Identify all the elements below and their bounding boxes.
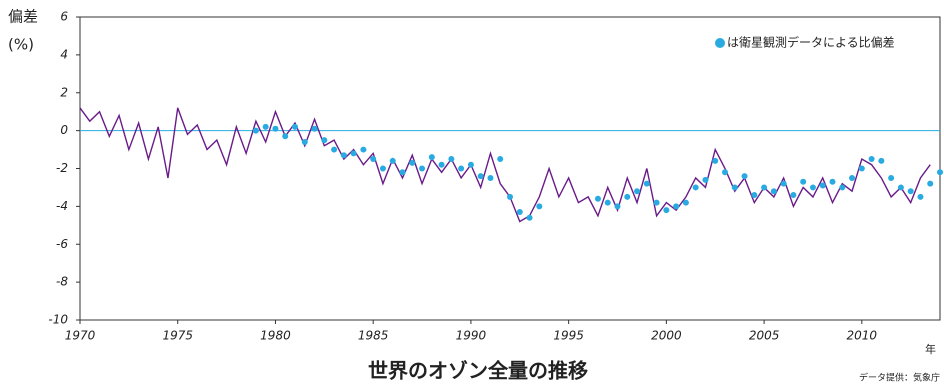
data-point — [272, 125, 279, 132]
data-point — [536, 203, 543, 210]
data-point — [878, 157, 885, 164]
data-point — [604, 199, 611, 206]
data-point — [761, 184, 768, 191]
data-point — [731, 184, 738, 191]
data-point — [301, 138, 308, 145]
data-line — [79, 107, 931, 223]
x-tick-label: 2010 — [847, 329, 878, 343]
legend-marker — [715, 38, 725, 48]
data-point — [868, 156, 875, 163]
y-tick-label: 0 — [60, 123, 68, 137]
y-tick-label: 6 — [60, 10, 68, 24]
data-point — [682, 199, 689, 206]
source-note: データ提供：気象庁 — [859, 372, 940, 384]
data-point — [399, 169, 406, 176]
data-point — [927, 180, 934, 187]
data-point — [624, 193, 631, 200]
data-point — [262, 123, 269, 130]
data-point — [507, 193, 513, 200]
x-tick-label: 1970 — [65, 329, 96, 343]
y-tick-label: -10 — [48, 313, 68, 327]
data-point — [419, 165, 426, 172]
data-point — [780, 180, 787, 187]
data-point — [438, 161, 445, 168]
data-point — [360, 146, 367, 153]
plot-frame — [79, 16, 941, 321]
y-tick-label: 2 — [60, 85, 68, 99]
data-point — [888, 174, 895, 181]
data-point — [809, 184, 816, 191]
x-axis-unit: 年 — [925, 342, 936, 356]
data-point — [722, 169, 728, 176]
x-tick-label: 1990 — [456, 329, 487, 343]
data-point — [487, 174, 494, 181]
data-point — [702, 176, 709, 183]
data-point — [292, 123, 298, 130]
data-point — [252, 127, 259, 134]
data-point — [858, 165, 865, 172]
y-axis-label: (%) — [8, 36, 34, 54]
data-point — [614, 203, 621, 210]
data-point — [673, 203, 680, 210]
data-point — [340, 152, 347, 159]
x-tick-label: 1980 — [260, 329, 291, 343]
y-tick-label: -6 — [56, 237, 68, 251]
data-point — [907, 188, 914, 195]
x-tick-label: 2005 — [749, 329, 780, 343]
data-point — [663, 207, 670, 214]
data-point — [448, 156, 455, 163]
data-point — [409, 159, 416, 166]
data-point — [839, 184, 846, 191]
data-point — [634, 188, 641, 195]
data-point — [829, 178, 836, 185]
data-point — [917, 193, 924, 200]
data-point — [428, 154, 435, 161]
data-point — [379, 165, 386, 172]
y-tick-label: -2 — [56, 161, 68, 175]
data-point — [692, 184, 699, 191]
data-point — [331, 146, 338, 153]
data-point — [350, 150, 357, 157]
data-point — [937, 169, 943, 176]
data-point — [849, 174, 856, 181]
y-tick-label: -8 — [56, 275, 68, 289]
data-point — [389, 157, 396, 164]
data-point — [770, 188, 777, 195]
data-point — [497, 156, 504, 163]
data-point — [790, 192, 797, 199]
data-point — [516, 209, 523, 216]
data-point — [643, 180, 650, 187]
data-point — [282, 133, 289, 140]
chart-title: 世界のオゾン全量の推移 — [368, 359, 588, 383]
data-point — [526, 214, 533, 221]
data-point — [741, 173, 748, 180]
y-tick-label: -4 — [56, 199, 68, 213]
x-tick-label: 2000 — [651, 329, 682, 343]
data-point — [819, 182, 826, 189]
data-point — [467, 161, 474, 168]
data-point — [712, 157, 719, 164]
data-point — [751, 192, 758, 199]
data-point — [477, 173, 484, 180]
data-point — [594, 195, 601, 202]
data-point — [311, 125, 318, 132]
x-tick-label: 1985 — [358, 329, 389, 343]
x-tick-label: 1995 — [553, 329, 584, 343]
legend-label: は衛星観測データによる比偏差 — [727, 35, 895, 50]
y-tick-label: 4 — [60, 47, 68, 61]
x-tick-label: 1975 — [162, 329, 193, 343]
data-point — [653, 199, 660, 206]
data-point — [370, 156, 377, 163]
y-axis-label: 偏差 — [8, 8, 38, 26]
data-point — [458, 165, 465, 172]
data-point — [897, 184, 904, 191]
data-point — [800, 178, 807, 185]
data-point — [321, 137, 328, 144]
